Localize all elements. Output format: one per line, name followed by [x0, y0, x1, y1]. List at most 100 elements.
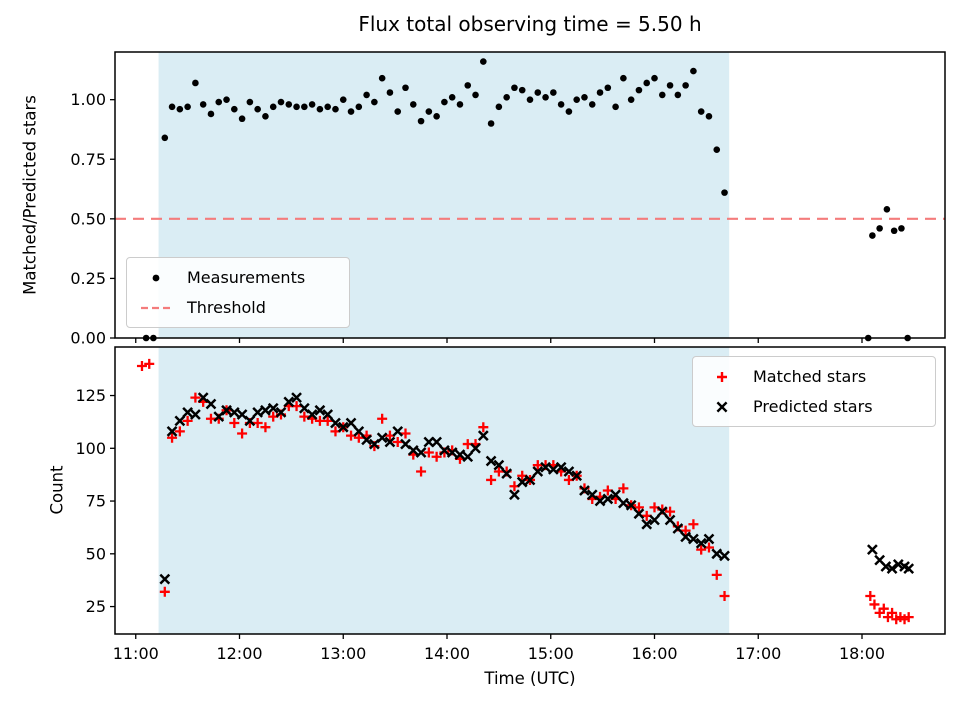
data-point-x — [454, 449, 466, 461]
data-point-plus — [903, 612, 914, 623]
y-tick-label: 0.00 — [70, 329, 106, 348]
data-point-x — [345, 417, 357, 429]
data-point-x — [337, 421, 349, 433]
data-point-x — [477, 430, 489, 442]
data-point-x — [703, 533, 715, 545]
data-point-dot — [301, 103, 308, 111]
legend-entry-measurements: Measurements — [139, 268, 337, 287]
predicted-x-icon — [716, 401, 728, 412]
data-point-dot — [480, 58, 487, 65]
y-tick-label: 100 — [75, 439, 106, 458]
data-point-x — [244, 415, 256, 427]
data-point-plus — [869, 599, 880, 610]
data-point-plus — [865, 591, 876, 602]
data-point-dot — [308, 101, 316, 108]
data-point-plus — [665, 506, 676, 517]
data-point-plus — [237, 428, 248, 439]
data-point-x — [594, 495, 606, 507]
data-point-plus — [688, 519, 699, 530]
data-point-dot — [339, 96, 347, 103]
legend-label: Measurements — [187, 268, 306, 287]
data-point-dot — [254, 105, 261, 113]
data-point-dot — [176, 105, 184, 113]
x-axis-label: Time (UTC) — [484, 669, 576, 688]
data-point-dot — [425, 108, 433, 115]
data-point-x — [866, 544, 878, 555]
data-point-x — [314, 404, 326, 416]
data-point-x — [892, 558, 904, 570]
data-point-x — [656, 506, 668, 517]
data-point-dot — [890, 227, 898, 235]
data-point-plus — [878, 603, 889, 614]
data-point-plus — [400, 428, 411, 439]
data-point-dot — [207, 110, 215, 118]
measurements-dot-icon — [152, 274, 160, 281]
data-point-dot — [378, 74, 386, 82]
data-point-x — [555, 461, 567, 473]
data-point-plus — [680, 525, 691, 536]
data-point-dot — [627, 96, 635, 103]
y-tick-label: 50 — [86, 544, 106, 563]
data-point-x — [361, 434, 372, 446]
data-point-dot — [612, 103, 619, 111]
data-point-x — [260, 404, 271, 416]
data-point-dot — [168, 103, 176, 111]
data-point-dot — [417, 117, 425, 125]
data-point-x — [719, 550, 730, 562]
axes-spine — [114, 51, 946, 339]
data-point-dot — [355, 103, 363, 111]
data-point-x — [617, 497, 629, 509]
data-point-plus — [486, 474, 497, 485]
data-point-x — [174, 415, 186, 427]
data-point-dot — [898, 225, 905, 232]
y-tick-label: 25 — [86, 597, 106, 616]
data-point-x — [579, 485, 590, 496]
x-tick-label: 14:00 — [424, 644, 470, 663]
x-tick-label: 11:00 — [113, 644, 159, 663]
y-tick-label: 1.00 — [70, 90, 106, 109]
data-point-x — [392, 426, 404, 437]
legend-label: Predicted stars — [753, 397, 873, 416]
data-point-x — [423, 436, 435, 448]
data-point-x — [680, 531, 692, 543]
data-point-dot — [643, 79, 651, 87]
legend-entry-matched: Matched stars — [705, 367, 923, 386]
data-point-x — [493, 459, 505, 471]
data-point-dot — [231, 105, 238, 113]
data-point-x — [353, 426, 365, 437]
y-tick-label: 75 — [86, 492, 106, 511]
data-point-x — [649, 514, 660, 526]
data-point-dot — [269, 103, 277, 111]
data-point-x — [641, 518, 653, 530]
data-point-dot — [238, 115, 246, 123]
data-point-dot — [215, 98, 223, 106]
top-legend: Measurements Threshold — [126, 257, 350, 328]
data-point-dot — [409, 101, 417, 108]
data-point-dot — [223, 96, 230, 103]
data-point-dot — [433, 113, 440, 120]
data-point-x — [306, 409, 318, 420]
data-point-dot — [596, 89, 604, 96]
data-point-dot — [883, 206, 891, 213]
matched-plus-icon — [717, 371, 727, 382]
data-point-plus — [633, 502, 644, 513]
data-point-plus — [229, 417, 240, 428]
data-point-plus — [252, 417, 263, 428]
chart-title: Flux total observing time = 5.50 h — [358, 12, 702, 36]
x-tick-label: 16:00 — [631, 644, 677, 663]
data-point-plus — [299, 411, 310, 422]
data-point-plus — [377, 413, 388, 424]
data-point-dot — [581, 93, 588, 101]
data-point-x — [407, 445, 419, 456]
series-dot — [142, 58, 911, 342]
data-point-x — [283, 396, 295, 408]
data-point-plus — [159, 586, 170, 597]
data-point-dot — [347, 108, 355, 115]
data-point-plus — [144, 358, 155, 369]
data-point-x — [431, 436, 443, 448]
data-point-plus — [431, 451, 442, 462]
data-point-dot — [573, 96, 580, 103]
data-point-dot — [876, 225, 883, 232]
data-point-dot — [526, 96, 534, 103]
data-point-dot — [635, 86, 643, 94]
